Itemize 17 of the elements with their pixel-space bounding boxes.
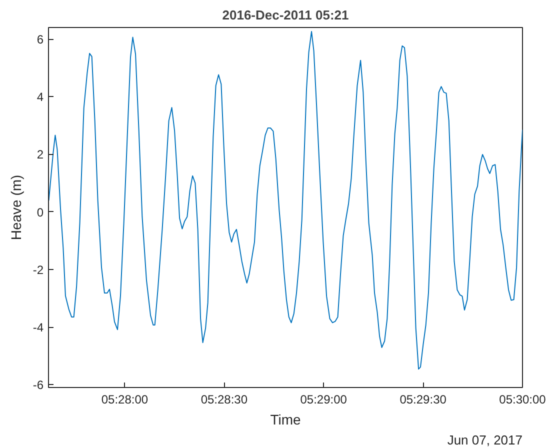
x-tick-label: 05:29:00: [300, 392, 348, 406]
y-tick-label: -4: [32, 320, 44, 335]
y-axis-title: Heave (m): [8, 174, 24, 240]
y-tick-label: 2: [36, 148, 44, 162]
x-tick-label: 05:30:00: [499, 392, 546, 406]
line-series: [48, 31, 522, 370]
y-tick-label: 6: [36, 32, 44, 47]
x-tick-label: 05:28:30: [200, 392, 248, 406]
text: Jun 07, 2017: [447, 432, 523, 447]
x-tick-label: 05:28:00: [101, 392, 148, 406]
y-tick-label: 4: [36, 90, 44, 104]
y-tick-label: -6: [32, 378, 44, 392]
y-tick-label: 0: [36, 205, 44, 220]
x-tick-label: 05:29:30: [400, 392, 447, 406]
chart-title: 2016-Dec-2011 05:21: [222, 8, 349, 22]
y-tick-label: -2: [32, 262, 44, 277]
x-axis-title: Time: [270, 412, 302, 428]
